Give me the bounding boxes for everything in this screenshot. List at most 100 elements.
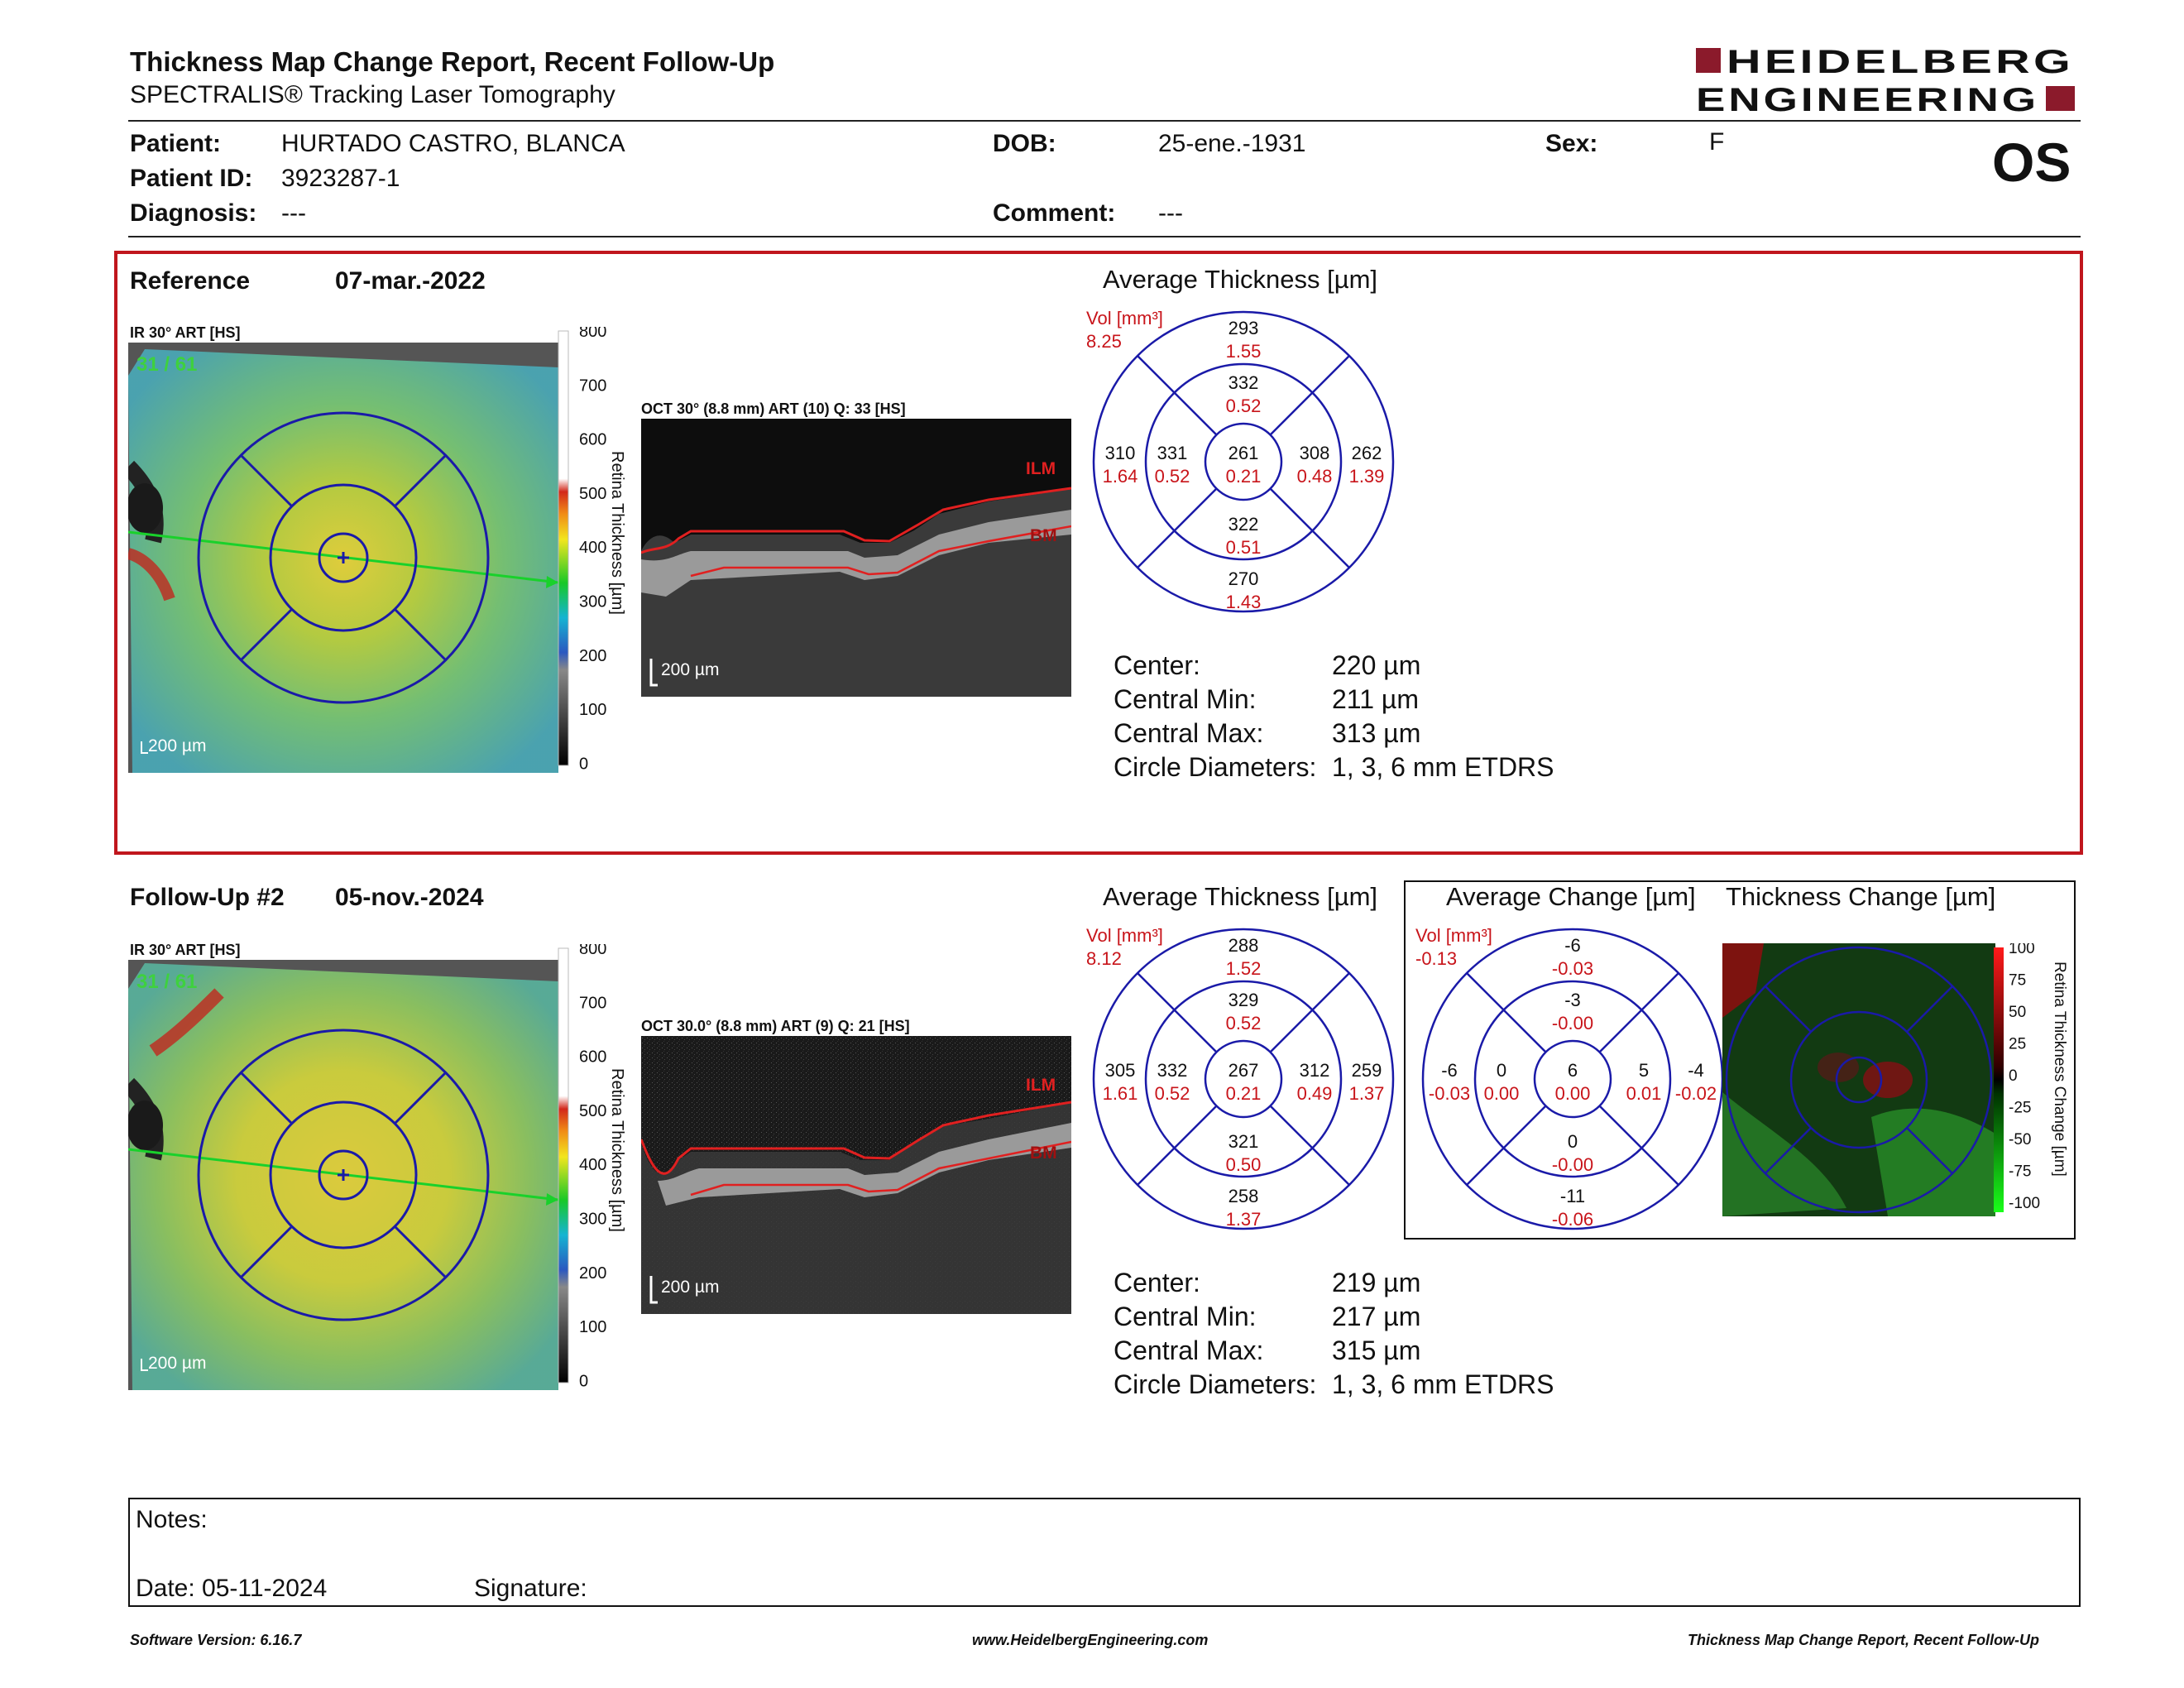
reference-ilm-label: ILM (1026, 459, 1056, 478)
reference-frame (114, 251, 2083, 855)
chg-temp-outer-volume: -0.03 (1429, 1083, 1470, 1104)
fu-center-thickness: 267 (1228, 1060, 1259, 1081)
chg-inf-inner-thickness: 0 (1568, 1131, 1578, 1152)
fu-stat-max-label: Central Max: (1114, 1336, 1264, 1365)
followup-etdrs-grid: 288 1.52 329 0.52 305 1.61 332 0.52 267 … (1092, 928, 1395, 1230)
chg-colorbar-tick-1: 75 (2009, 972, 2026, 990)
ref-nas-inner-volume: 0.48 (1297, 466, 1333, 487)
followup-oct-label: OCT 30.0° (8.8 mm) ART (9) Q: 21 [HS] (641, 1018, 910, 1034)
followup-ir-scale: 200 µm (148, 1354, 206, 1373)
report-title: Thickness Map Change Report, Recent Foll… (130, 46, 775, 77)
fu-colorbar-tick-1: 700 (579, 994, 606, 1012)
fu-inf-outer-volume: 1.37 (1226, 1209, 1262, 1230)
ref-stat-center-value: 220 µm (1332, 650, 1421, 680)
comment-value: --- (1158, 199, 1183, 227)
fu-nas-inner-thickness: 312 (1300, 1060, 1330, 1081)
reference-vol-label: Vol [mm³] (1086, 308, 1163, 328)
notes-box[interactable] (128, 1498, 2081, 1607)
followup-label: Follow-Up #2 (130, 884, 285, 911)
ref-nas-inner-thickness: 308 (1300, 443, 1330, 463)
chg-inf-outer-thickness: -11 (1560, 1186, 1585, 1206)
followup-colorbar-title: Retina Thickness [µm] (608, 1068, 626, 1232)
chg-colorbar-tick-8: -100 (2009, 1195, 2040, 1212)
chg-temp-inner-volume: 0.00 (1484, 1083, 1520, 1104)
reference-thickness-colorbar: 800 700 600 500 400 300 200 100 0 Retina Thickne… (558, 327, 626, 773)
chg-colorbar-tick-6: -50 (2009, 1131, 2031, 1149)
followup-bm-label: BM (1030, 1144, 1057, 1163)
followup-thickness-colorbar: 800 700 600 500 400 300 200 100 0 Retina Thickne… (558, 944, 626, 1390)
followup-vol-label: Vol [mm³] (1086, 925, 1163, 946)
fu-stat-diam-value: 1, 3, 6 mm ETDRS (1332, 1369, 1554, 1399)
fu-colorbar-tick-5: 300 (579, 1211, 606, 1229)
chg-sup-inner-volume: -0.00 (1552, 1013, 1593, 1033)
fu-stat-diam-label: Circle Diameters: (1114, 1369, 1317, 1399)
footer-website[interactable]: www.HeidelbergEngineering.com (972, 1632, 1209, 1648)
ref-temp-outer-volume: 1.64 (1103, 466, 1138, 487)
reference-oct-label: OCT 30° (8.8 mm) ART (10) Q: 33 [HS] (641, 400, 906, 417)
chg-nas-inner-thickness: 5 (1639, 1060, 1649, 1081)
chg-center-thickness: 6 (1568, 1060, 1578, 1081)
fu-nas-outer-thickness: 259 (1352, 1060, 1382, 1081)
ref-temp-inner-volume: 0.52 (1155, 466, 1190, 487)
change-colorbar-title: Retina Thickness Change [µm] (2051, 961, 2068, 1177)
ref-stat-min-label: Central Min: (1114, 684, 1257, 714)
logo-line1: HEIDELBERG (1727, 44, 2074, 80)
followup-thickness-heading: Average Thickness [µm] (1103, 882, 1378, 911)
fu-nas-inner-volume: 0.49 (1297, 1083, 1333, 1104)
ref-sup-inner-volume: 0.52 (1226, 396, 1262, 416)
chg-colorbar-tick-4: 0 (2009, 1067, 2018, 1085)
ref-nas-outer-volume: 1.39 (1349, 466, 1385, 487)
ref-colorbar-tick-8: 0 (579, 755, 588, 773)
fu-nas-outer-volume: 1.37 (1349, 1083, 1385, 1104)
notes-date: Date: 05-11-2024 (136, 1575, 328, 1602)
followup-oct-scale: 200 µm (661, 1278, 719, 1297)
followup-oct-image: ILM BM 200 µm (641, 1036, 1071, 1314)
ref-stat-diam-value: 1, 3, 6 mm ETDRS (1332, 752, 1554, 782)
patient-id-label: Patient ID: (130, 165, 253, 192)
change-etdrs-grid: -6 -0.03 -3 -0.00 -6 -0.03 0 0.00 6 0.00… (1421, 928, 1724, 1230)
fu-sup-outer-volume: 1.52 (1226, 958, 1262, 979)
change-heading: Average Change [µm] (1446, 882, 1696, 911)
fu-colorbar-tick-7: 100 (579, 1318, 606, 1336)
fu-colorbar-tick-2: 600 (579, 1048, 606, 1067)
followup-date: 05-nov.-2024 (335, 884, 484, 911)
fu-colorbar-tick-0: 800 (579, 944, 606, 958)
diagnosis-value: --- (281, 199, 306, 227)
ref-colorbar-tick-3: 500 (579, 485, 606, 503)
chg-temp-inner-thickness: 0 (1497, 1060, 1506, 1081)
fu-stat-center-label: Center: (1114, 1268, 1200, 1297)
fu-temp-outer-volume: 1.61 (1103, 1083, 1138, 1104)
reference-frame-counter: 31 / 61 (136, 353, 197, 376)
sex-label: Sex: (1545, 130, 1598, 157)
change-vol-label: Vol [mm³] (1415, 925, 1492, 946)
ref-sup-outer-thickness: 293 (1228, 318, 1259, 338)
ref-stat-diam-label: Circle Diameters: (1114, 752, 1317, 782)
fu-colorbar-tick-8: 0 (579, 1372, 588, 1390)
reference-date: 07-mar.-2022 (335, 267, 486, 295)
reference-oct-scale: 200 µm (661, 660, 719, 679)
logo-line2: ENGINEERING (1696, 82, 2039, 117)
heidelberg-logo: HEIDELBERG ENGINEERING (1696, 44, 2075, 117)
chg-nas-outer-volume: -0.02 (1675, 1083, 1717, 1104)
change-colorbar: 100 75 50 25 0 -25 -50 -75 -100 Retina Thickness… (1994, 943, 2068, 1212)
fu-inf-inner-thickness: 321 (1228, 1131, 1259, 1152)
patient-label: Patient: (130, 130, 222, 157)
dob-value: 25-ene.-1931 (1158, 130, 1306, 157)
reference-oct-image: ILM BM 200 µm (641, 419, 1071, 697)
ref-temp-inner-thickness: 331 (1157, 443, 1188, 463)
signature-label: Signature: (474, 1575, 587, 1602)
chg-colorbar-tick-2: 50 (2009, 1004, 2026, 1021)
ref-stat-max-label: Central Max: (1114, 718, 1264, 748)
followup-vol-value: 8.12 (1086, 948, 1122, 969)
ref-colorbar-tick-5: 300 (579, 593, 606, 611)
chg-nas-outer-thickness: -4 (1688, 1060, 1704, 1081)
notes-label: Notes: (136, 1506, 208, 1533)
footer-report-name: Thickness Map Change Report, Recent Foll… (1688, 1632, 2040, 1648)
ref-sup-outer-volume: 1.55 (1226, 341, 1262, 362)
ref-colorbar-tick-4: 400 (579, 539, 606, 557)
fu-sup-outer-thickness: 288 (1228, 935, 1259, 956)
ref-colorbar-tick-1: 700 (579, 376, 606, 395)
fu-center-volume: 0.21 (1226, 1083, 1262, 1104)
fu-stat-min-value: 217 µm (1332, 1302, 1421, 1331)
ref-colorbar-tick-7: 100 (579, 701, 606, 719)
